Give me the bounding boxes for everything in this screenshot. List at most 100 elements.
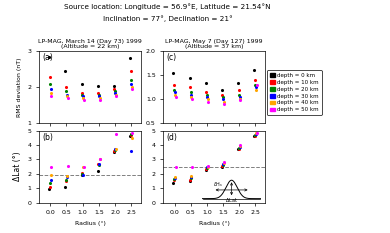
X-axis label: Radius (°): Radius (°) xyxy=(74,221,105,226)
Point xyxy=(235,147,241,151)
Point xyxy=(128,82,135,86)
Point xyxy=(128,78,134,82)
Point xyxy=(46,185,53,189)
Point xyxy=(48,173,54,176)
Point xyxy=(81,165,87,168)
Point xyxy=(46,187,52,191)
Point xyxy=(96,163,102,166)
Point xyxy=(80,94,86,98)
Point xyxy=(253,88,259,92)
Point xyxy=(253,132,259,135)
Point xyxy=(236,93,242,96)
Point xyxy=(205,164,211,168)
Point xyxy=(111,84,117,87)
Point xyxy=(251,69,257,72)
Point xyxy=(48,94,55,98)
Point xyxy=(46,75,53,78)
Point xyxy=(251,134,257,138)
Point xyxy=(238,143,244,147)
Point xyxy=(221,161,227,164)
Point xyxy=(79,93,85,96)
Point xyxy=(62,69,69,73)
Point xyxy=(97,98,103,102)
Point xyxy=(204,97,211,101)
Point xyxy=(47,82,53,86)
Point xyxy=(252,134,258,137)
Point xyxy=(188,176,194,180)
Point xyxy=(129,86,135,89)
Point xyxy=(63,179,69,183)
Point xyxy=(111,87,117,91)
Point xyxy=(203,168,209,171)
Point xyxy=(219,165,225,168)
Point xyxy=(111,149,117,153)
Point xyxy=(188,174,195,178)
Point xyxy=(188,95,195,99)
Point xyxy=(170,181,177,184)
Point xyxy=(48,91,54,95)
Point xyxy=(128,69,134,73)
Point xyxy=(128,149,135,153)
Point xyxy=(79,172,85,176)
Point xyxy=(203,167,209,171)
Point xyxy=(63,89,69,93)
Point xyxy=(127,134,133,138)
Point xyxy=(173,165,179,168)
Point xyxy=(81,98,87,102)
Point xyxy=(188,90,194,94)
Point xyxy=(188,93,194,96)
Point xyxy=(172,90,178,94)
Text: (b): (b) xyxy=(42,133,53,142)
Point xyxy=(96,94,102,98)
Point xyxy=(129,131,135,135)
Point xyxy=(170,71,177,75)
Point xyxy=(46,55,52,58)
Point xyxy=(253,132,259,136)
Point xyxy=(64,93,70,96)
Point xyxy=(204,166,210,170)
Text: (a): (a) xyxy=(42,53,53,62)
Point xyxy=(171,178,177,182)
Point xyxy=(62,185,69,189)
Point xyxy=(63,178,69,182)
Point xyxy=(95,163,101,166)
Point xyxy=(204,95,210,99)
Point xyxy=(172,175,179,179)
Point xyxy=(64,96,71,100)
Text: (c): (c) xyxy=(167,53,177,62)
Point xyxy=(79,171,85,175)
Point xyxy=(171,177,177,181)
Point xyxy=(47,181,53,185)
Point xyxy=(96,96,103,100)
Point xyxy=(252,83,259,87)
Point xyxy=(221,100,227,104)
Point xyxy=(204,165,210,169)
Point xyxy=(237,97,243,101)
Point xyxy=(187,86,193,89)
Point xyxy=(219,93,225,96)
Point xyxy=(236,146,242,150)
Point xyxy=(220,162,227,166)
Point xyxy=(205,100,211,104)
Point xyxy=(188,176,194,179)
Point xyxy=(235,81,241,84)
Point xyxy=(111,150,117,153)
Point xyxy=(64,176,70,179)
Point xyxy=(220,97,227,101)
Point xyxy=(48,87,54,91)
Point xyxy=(186,179,193,183)
Point xyxy=(204,93,210,96)
Point xyxy=(186,76,193,79)
Point xyxy=(129,87,135,91)
Legend: depth = 0 km, depth = 10 km, depth = 20 km, depth = 30 km, depth = 40 km, depth : depth = 0 km, depth = 10 km, depth = 20 … xyxy=(267,70,321,115)
Point xyxy=(171,83,177,87)
Point xyxy=(95,169,101,173)
Point xyxy=(64,94,70,98)
Text: (d): (d) xyxy=(167,133,177,142)
Point xyxy=(204,165,211,168)
Point xyxy=(78,82,85,86)
Point xyxy=(48,178,54,182)
Point xyxy=(128,133,134,137)
Point xyxy=(238,98,244,102)
Point xyxy=(113,147,119,151)
